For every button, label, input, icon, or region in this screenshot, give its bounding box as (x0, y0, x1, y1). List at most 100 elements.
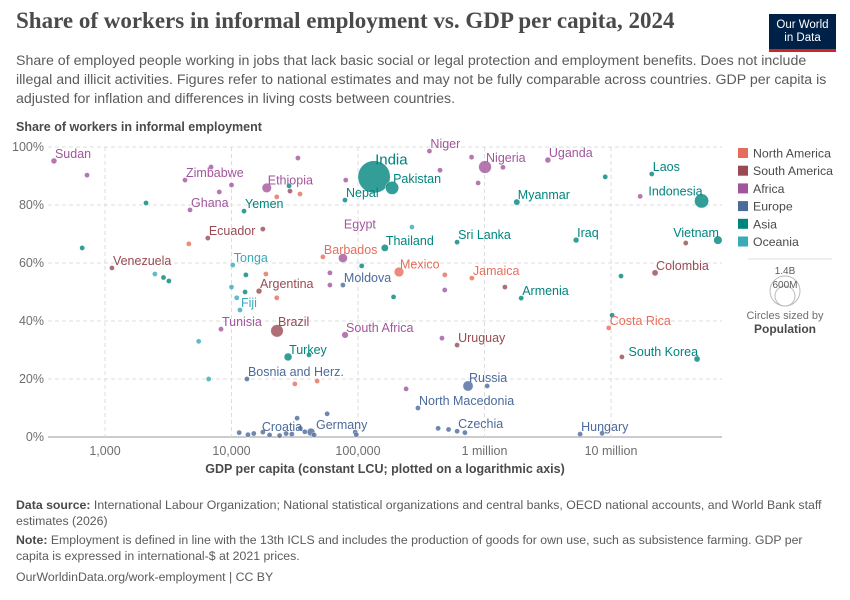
size-legend-title: Circles sized by (746, 310, 824, 322)
data-point (693, 355, 701, 363)
point-label: Laos (653, 160, 680, 174)
data-point (218, 326, 224, 332)
point-label: Russia (469, 371, 507, 385)
data-point (602, 174, 609, 180)
data-point (109, 265, 115, 271)
data-point (338, 253, 348, 263)
data-point (415, 405, 421, 411)
data-point (311, 432, 317, 438)
size-legend-large-label: 1.4B (775, 266, 796, 277)
chart-subtitle: Share of employed people working in jobs… (16, 53, 827, 107)
source-label: Data source: (16, 498, 91, 512)
data-point (637, 193, 643, 200)
data-point (381, 244, 389, 252)
data-point (228, 182, 235, 188)
data-point (255, 288, 263, 295)
legend-swatch (738, 165, 748, 176)
point-label: Niger (430, 137, 460, 151)
data-point (216, 189, 223, 195)
legend-label: Asia (753, 217, 777, 231)
data-point (243, 272, 249, 278)
legend-label: Oceania (753, 235, 799, 249)
data-point (469, 275, 475, 281)
point-label: South Korea (629, 345, 699, 359)
legend-swatch (738, 236, 748, 247)
data-point (577, 431, 583, 437)
x-tick-label: 1 million (462, 444, 508, 458)
legend-label: North America (753, 147, 831, 161)
data-point (320, 254, 326, 260)
x-tick-label: 10,000 (212, 444, 250, 458)
size-legend-variable: Population (754, 322, 816, 336)
point-label: Sri Lanka (458, 228, 511, 242)
legend-item[interactable]: Africa (738, 182, 785, 196)
point-label: Thailand (386, 234, 434, 248)
data-point (454, 428, 460, 435)
tick-labels: 0% 20% 40% 60% 80% 100% 1,000 10,000 100,000 1 mi… (12, 140, 637, 458)
source-url[interactable]: OurWorldinData.org/work-employment | CC … (16, 570, 274, 584)
data-point (143, 200, 149, 206)
data-point (260, 429, 266, 435)
data-point (500, 164, 506, 171)
data-point (208, 164, 214, 170)
legend-item[interactable]: North America (738, 147, 831, 161)
note-label: Note: (16, 533, 48, 547)
point-label: Jamaica (473, 264, 520, 278)
data-point (342, 197, 348, 203)
data-point (651, 269, 659, 277)
data-point (294, 415, 300, 421)
point-label: Uruguay (458, 331, 506, 345)
point-label: Pakistan (393, 172, 441, 186)
point-label: Brazil (278, 315, 309, 329)
size-legend: 1.4B 600M Circles sized by Population (746, 258, 832, 336)
legend-item[interactable]: Oceania (738, 235, 799, 249)
data-point (327, 282, 333, 288)
data-point (261, 182, 272, 193)
note: Note: Employment is defined in line with… (16, 532, 831, 564)
data-point (270, 324, 284, 338)
point-label: Venezuela (113, 254, 171, 268)
data-point (694, 193, 709, 209)
point-label: Indonesia (648, 185, 702, 199)
x-tick-label: 100,000 (335, 444, 380, 458)
note-text: Employment is defined in line with the 1… (16, 533, 803, 563)
data-point (478, 160, 492, 174)
point-label: Croatia (262, 420, 302, 434)
data-point (426, 148, 433, 154)
point-label: Czechia (458, 417, 503, 431)
data-point (205, 376, 212, 382)
point-label: Argentina (260, 277, 314, 291)
data-point (439, 335, 445, 341)
grid-lines (48, 146, 722, 438)
legend-item[interactable]: Europe (738, 200, 793, 214)
data-point (341, 331, 349, 339)
data-point (297, 191, 303, 197)
legend-label: South America (753, 164, 833, 178)
owid-logo[interactable]: Our World in Data (769, 14, 836, 52)
point-label: Ecuador (209, 224, 256, 238)
data-point (263, 271, 269, 277)
legend-swatch (738, 183, 748, 194)
size-legend-small-circle (774, 285, 796, 307)
y-tick-label: 100% (12, 140, 44, 154)
data-point (195, 338, 202, 345)
point-label: Myanmar (518, 188, 570, 202)
data-point (260, 226, 266, 232)
point-label: Hungary (581, 420, 629, 434)
point-label: Armenia (522, 284, 569, 298)
y-tick-label: 40% (19, 314, 44, 328)
data-point (276, 432, 283, 439)
legend-item[interactable]: Asia (738, 217, 777, 231)
data-point (390, 294, 397, 300)
data-point (484, 383, 490, 389)
legend: North America South America Africa Europe As… (738, 147, 833, 249)
data-point (502, 284, 508, 290)
data-point (385, 181, 399, 195)
size-legend-small-label: 600M (772, 280, 797, 291)
data-point (160, 274, 167, 281)
y-tick-label: 20% (19, 372, 44, 386)
legend-item[interactable]: South America (738, 164, 833, 178)
data-point (324, 410, 330, 417)
data-point (462, 429, 468, 436)
